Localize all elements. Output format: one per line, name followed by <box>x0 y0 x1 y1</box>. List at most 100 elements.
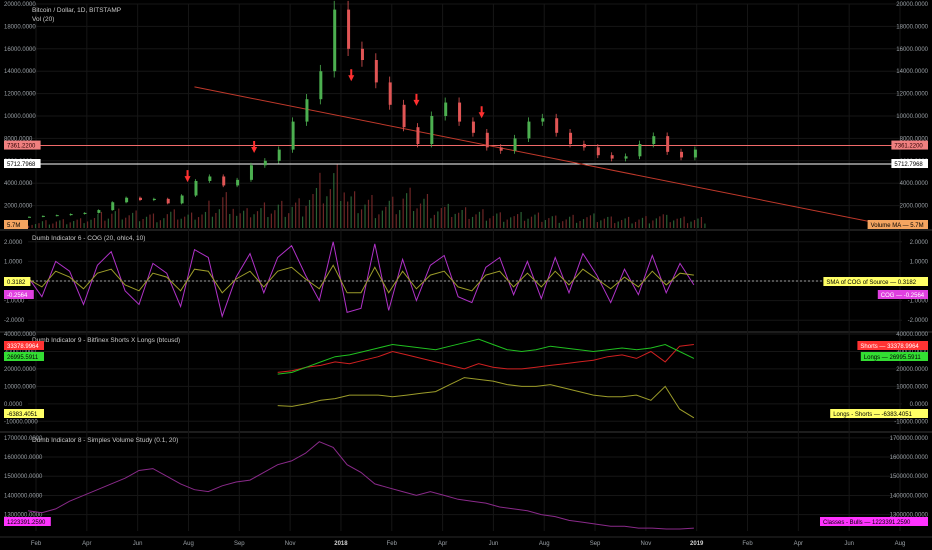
y-axis-tick-label-right: 20000.0000 <box>896 2 928 8</box>
x-axis-tick-label: Sep <box>234 541 245 547</box>
volume-bar <box>645 216 647 228</box>
volume-bar <box>236 215 238 228</box>
volume-bar <box>392 196 394 228</box>
y-axis-tick-label-right: 1700000.0000 <box>890 436 929 442</box>
value-tag-text: SMA of COG of Source — 0.3182 <box>826 280 916 286</box>
volume-bar <box>249 217 252 228</box>
volume-bar <box>534 214 536 228</box>
volume-bar <box>246 208 248 228</box>
volume-bar <box>523 220 526 228</box>
candle-body <box>125 197 129 203</box>
volume-bar <box>291 206 293 228</box>
volume-bar <box>607 216 609 228</box>
volume-bar <box>90 219 92 228</box>
y-axis-tick-label-left: 0.0000 <box>4 402 23 408</box>
chart-subtitle: Vol (20) <box>32 16 54 23</box>
value-tag-bg <box>4 140 41 150</box>
candle-body <box>541 118 545 122</box>
panel-title: Dumb Indicator 9 - Bitfinex Shorts X Lon… <box>32 337 180 344</box>
volume-bar <box>527 218 529 228</box>
value-tag-bg <box>820 517 928 526</box>
y-axis-tick-label-left: -10000.0000 <box>4 419 38 425</box>
y-axis-tick-label-right: 1500000.0000 <box>890 474 929 480</box>
volume-bar <box>59 220 61 228</box>
volume-bar <box>222 197 224 228</box>
volume-bar <box>700 216 703 228</box>
volume-bar <box>86 221 89 228</box>
volume-bar <box>100 211 103 228</box>
value-tag-bg <box>4 352 44 361</box>
y-axis-tick-label-left: -2.0000 <box>4 318 25 324</box>
volume-bar <box>517 214 519 228</box>
volume-bar <box>191 212 193 228</box>
volume-bar <box>652 220 654 228</box>
volume-bar <box>229 213 231 228</box>
volume-bar <box>433 214 435 228</box>
series-line <box>27 441 694 530</box>
panel-title: Dumb Indicator 8 - Simples Volume Study … <box>32 437 178 444</box>
volume-bar <box>551 216 553 228</box>
candle-body <box>222 176 226 186</box>
volume-bar <box>423 198 425 228</box>
candle-body <box>305 99 309 122</box>
volume-bar <box>211 216 214 228</box>
y-axis-tick-label-left: 2000.0000 <box>4 204 33 210</box>
volume-bar <box>128 215 130 228</box>
red-arrow-marker <box>413 93 420 106</box>
volume-bar <box>662 214 664 228</box>
candle-body <box>360 48 364 60</box>
candle-body <box>152 198 156 200</box>
value-tag-bg <box>867 220 928 229</box>
y-axis-tick-label-left: 1600000.0000 <box>4 455 43 461</box>
volume-bar <box>326 196 328 228</box>
volume-bar <box>596 222 598 228</box>
value-tag-text: Shorts — 33378.9964 <box>860 344 919 350</box>
candle-body <box>41 215 45 217</box>
volume-bar <box>298 198 300 228</box>
candle-body <box>263 160 267 166</box>
volume-bar <box>166 214 168 228</box>
y-axis-tick-label-left: 1500000.0000 <box>4 474 43 480</box>
y-axis-tick-label-left: 1400000.0000 <box>4 493 43 499</box>
volume-bar <box>416 208 418 228</box>
candle-body <box>55 215 59 217</box>
volume-bar <box>218 209 220 228</box>
candle-body <box>402 104 406 128</box>
series-line <box>277 377 695 419</box>
volume-bar <box>38 223 40 228</box>
volume-bar <box>45 220 47 228</box>
candle-body <box>638 144 642 157</box>
volume-bar <box>180 218 182 228</box>
volume-bar <box>628 216 630 228</box>
x-axis-tick-label: Sep <box>590 541 601 547</box>
x-axis-tick-label: Apr <box>82 541 91 547</box>
candle-body <box>138 197 142 200</box>
value-tag-text: 33378.9964 <box>7 344 39 350</box>
volume-bar <box>301 216 304 228</box>
volume-bar <box>208 200 210 228</box>
candle-body <box>28 216 31 218</box>
y-axis-tick-label-right: 1400000.0000 <box>890 493 929 499</box>
y-axis-tick-label-left: 16000.0000 <box>4 47 36 53</box>
volume-bar <box>558 222 560 228</box>
volume-bar <box>204 211 207 228</box>
volume-bar <box>673 220 675 228</box>
volume-bar <box>569 216 571 228</box>
volume-bar <box>437 211 439 228</box>
volume-bar <box>593 213 595 228</box>
volume-bar <box>496 213 498 228</box>
x-axis-tick-label: Aug <box>539 541 550 547</box>
volume-bar <box>378 214 380 228</box>
value-tag-bg <box>857 341 928 350</box>
volume-bar <box>319 172 321 228</box>
volume-bar <box>239 213 241 228</box>
candle-body <box>666 136 670 152</box>
series-line <box>277 338 695 375</box>
volume-bar <box>572 214 574 228</box>
volume-bar <box>634 221 637 228</box>
value-tag-bg <box>891 159 928 169</box>
volume-bar <box>121 219 123 228</box>
value-tag-bg <box>4 277 31 286</box>
x-axis-tick-label: Jun <box>489 541 499 547</box>
volume-bar <box>669 222 671 228</box>
